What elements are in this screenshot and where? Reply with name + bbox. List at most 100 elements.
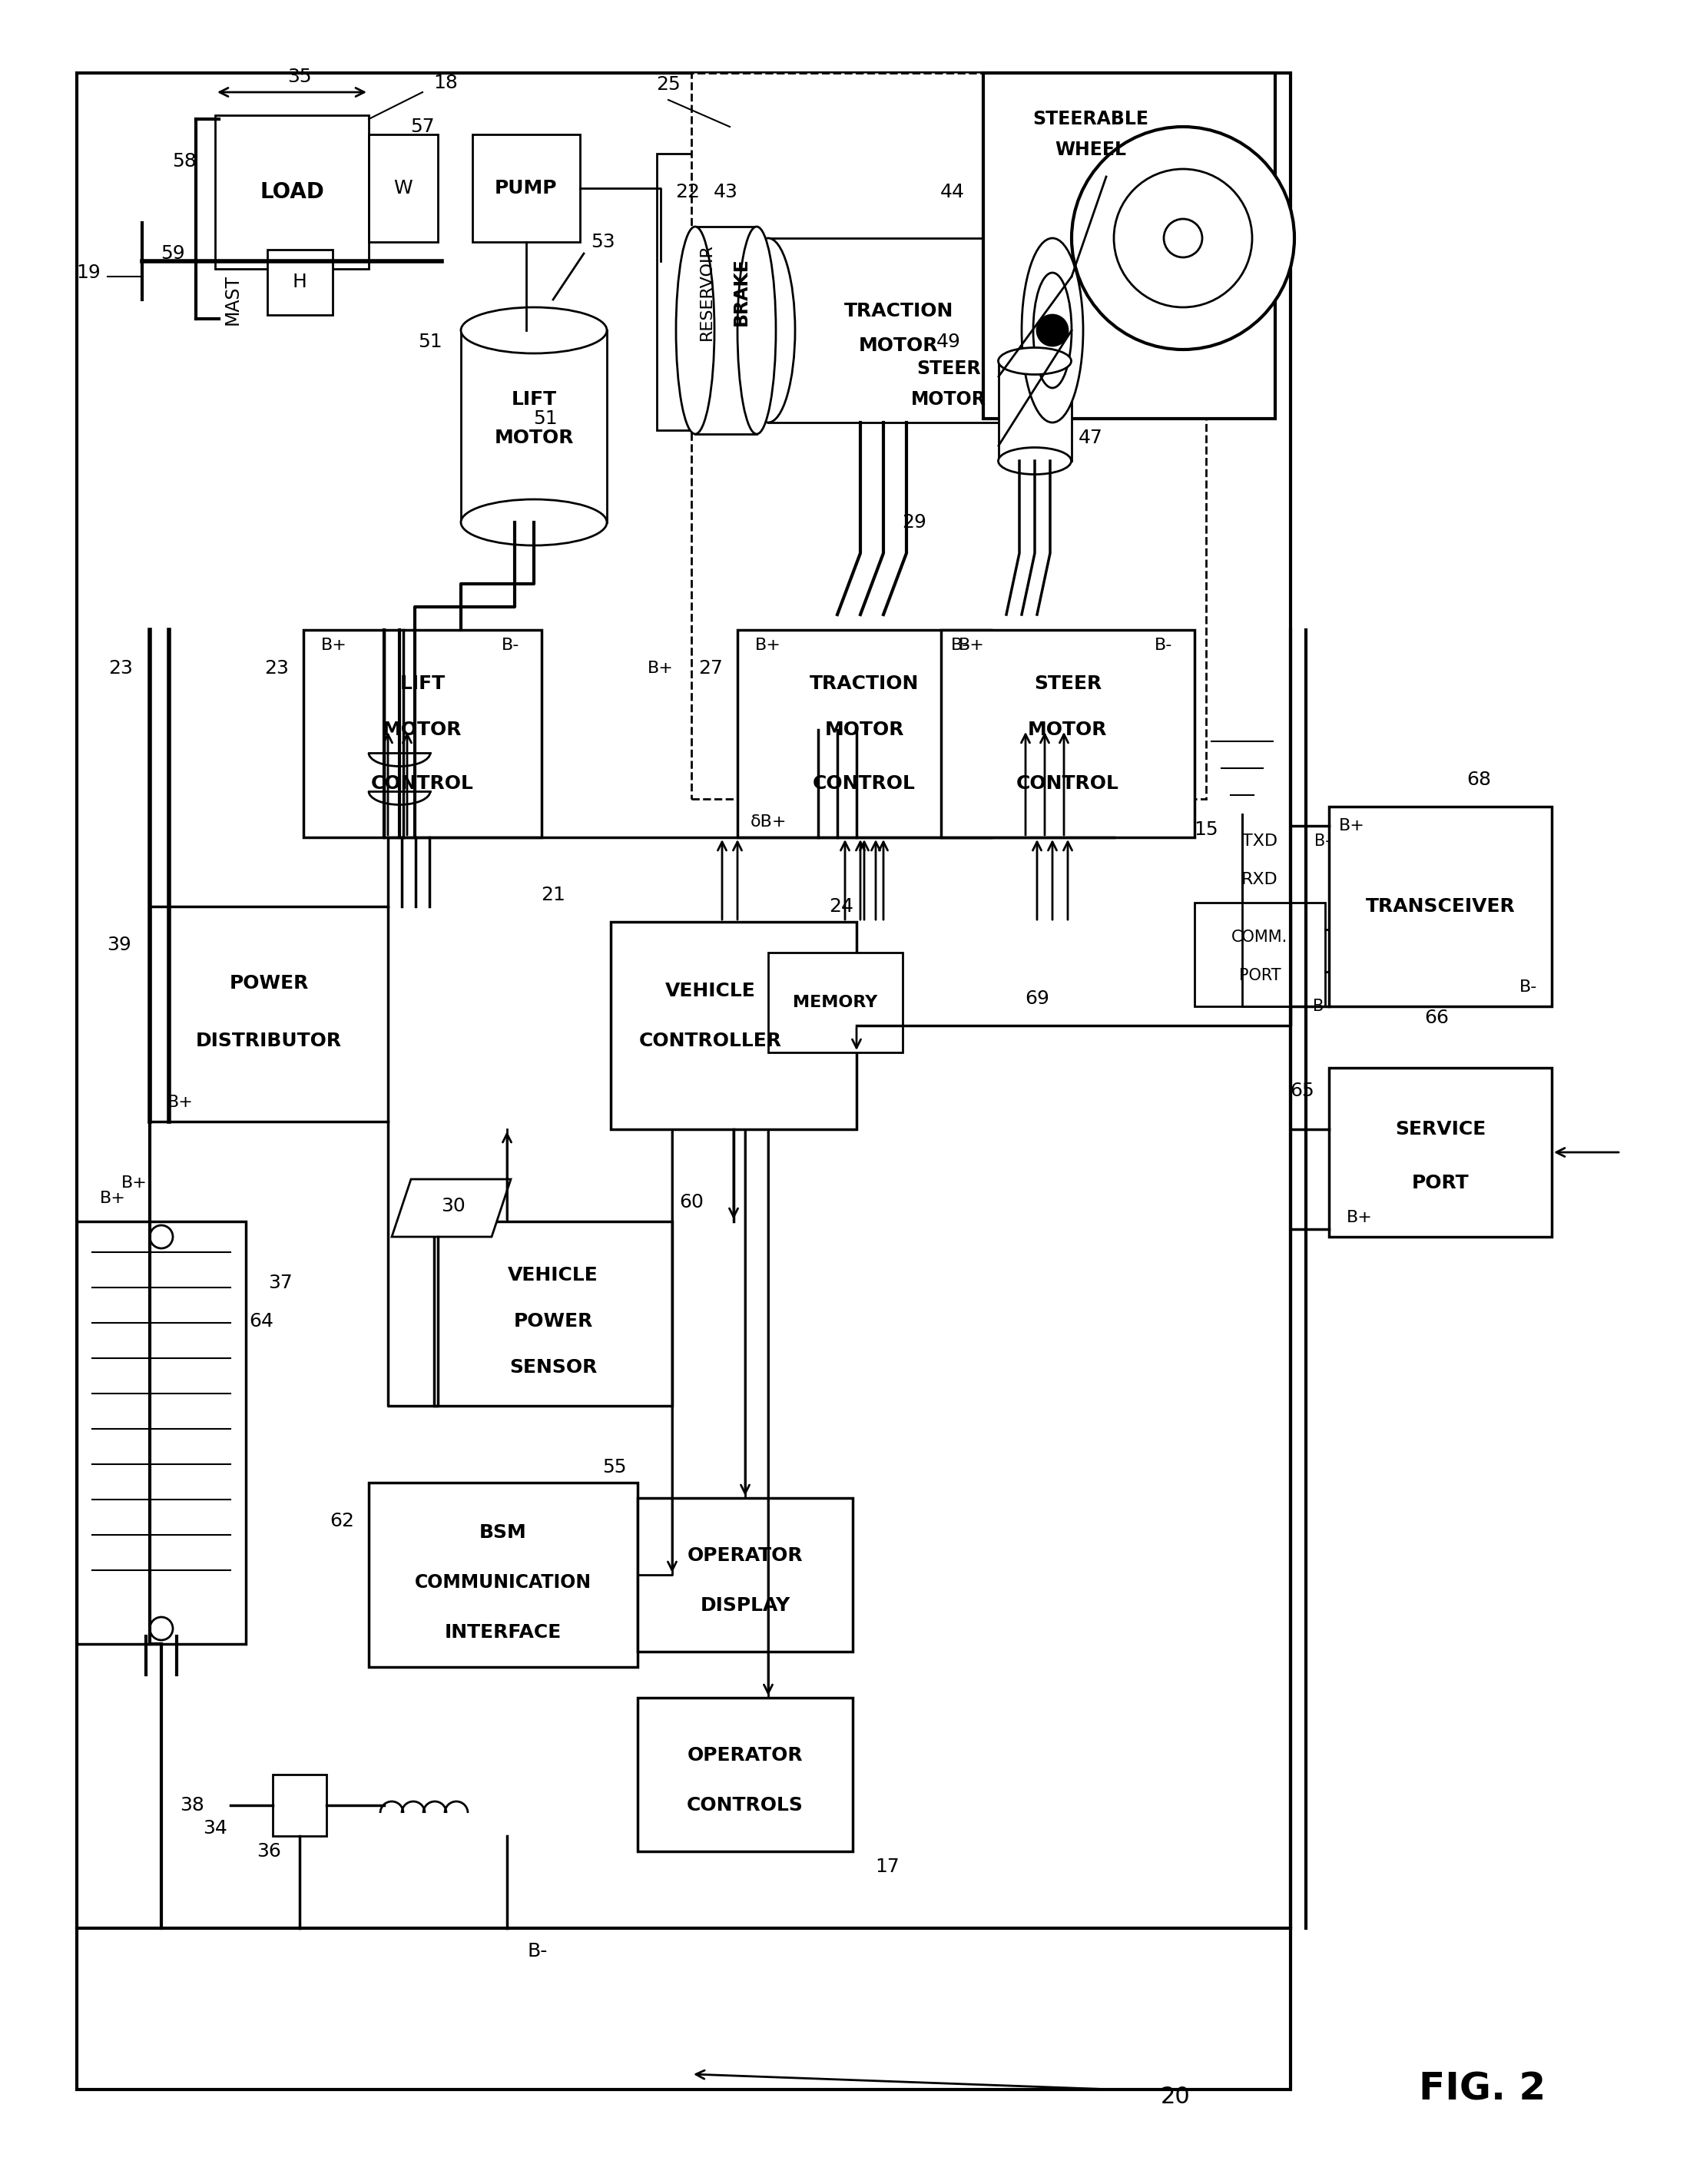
Bar — [769, 238, 1053, 422]
Text: MOTOR: MOTOR — [825, 721, 904, 738]
Text: 53: 53 — [592, 234, 615, 251]
Bar — [610, 922, 857, 1129]
Text: B-: B- — [1519, 978, 1538, 996]
Bar — [737, 629, 990, 836]
Bar — [461, 330, 607, 522]
Ellipse shape — [461, 308, 607, 354]
Text: CONTROLLER: CONTROLLER — [639, 1031, 782, 1051]
Text: PORT: PORT — [1239, 968, 1281, 983]
Circle shape — [150, 1225, 172, 1249]
Text: CONTROL: CONTROL — [813, 775, 916, 793]
Bar — [1195, 902, 1325, 1007]
Text: B-: B- — [1154, 638, 1173, 653]
Bar — [691, 72, 1207, 799]
Text: 39: 39 — [106, 935, 132, 954]
Circle shape — [1164, 218, 1202, 258]
Ellipse shape — [999, 448, 1071, 474]
Bar — [769, 952, 902, 1053]
Text: B-: B- — [502, 638, 521, 653]
Text: 15: 15 — [1193, 821, 1218, 839]
Text: 51: 51 — [534, 408, 558, 428]
Text: LIFT: LIFT — [510, 391, 556, 408]
Bar — [150, 906, 389, 1123]
Text: B+: B+ — [1347, 1210, 1372, 1225]
Text: CONTROLS: CONTROLS — [686, 1795, 803, 1815]
Text: STEER: STEER — [916, 360, 980, 378]
Text: 36: 36 — [257, 1841, 281, 1861]
Ellipse shape — [1033, 273, 1071, 389]
Text: CONTROL: CONTROL — [372, 775, 473, 793]
Text: 43: 43 — [713, 183, 739, 201]
Text: B+: B+ — [167, 1094, 194, 1109]
Text: B-: B- — [1315, 834, 1332, 850]
Text: B+: B+ — [755, 638, 781, 653]
Text: H: H — [292, 273, 308, 290]
Text: MOTOR: MOTOR — [493, 428, 573, 448]
Text: 49: 49 — [936, 332, 962, 352]
Text: CONTROL: CONTROL — [1016, 775, 1119, 793]
Text: 29: 29 — [902, 513, 926, 531]
Text: LIFT: LIFT — [401, 675, 444, 692]
Text: POWER: POWER — [230, 974, 309, 992]
Text: MEMORY: MEMORY — [793, 996, 877, 1011]
Text: B+: B+ — [100, 1190, 127, 1206]
Text: DISTRIBUTOR: DISTRIBUTOR — [196, 1031, 341, 1051]
Circle shape — [150, 1616, 172, 1640]
Text: SENSOR: SENSOR — [509, 1358, 597, 1376]
Text: 59: 59 — [161, 245, 184, 262]
Text: WHEEL: WHEEL — [1055, 140, 1127, 159]
Text: TRACTION: TRACTION — [843, 301, 953, 321]
Text: 19: 19 — [76, 264, 100, 282]
Ellipse shape — [1022, 238, 1083, 422]
Text: COMMUNICATION: COMMUNICATION — [414, 1572, 592, 1592]
Text: MAST: MAST — [223, 275, 242, 325]
Text: POWER: POWER — [514, 1313, 593, 1330]
Bar — [657, 153, 757, 430]
Bar — [695, 227, 757, 435]
Bar — [1328, 806, 1551, 1007]
Text: B+: B+ — [122, 1175, 147, 1190]
Ellipse shape — [999, 347, 1071, 373]
Text: COMM.: COMM. — [1232, 930, 1288, 946]
Text: PORT: PORT — [1411, 1173, 1469, 1192]
Text: STEER: STEER — [1034, 675, 1102, 692]
Circle shape — [1071, 127, 1295, 349]
Bar — [637, 1498, 853, 1651]
Bar — [215, 116, 368, 269]
Circle shape — [1114, 168, 1252, 308]
Text: 23: 23 — [264, 660, 289, 677]
Text: 24: 24 — [828, 898, 853, 915]
Text: 57: 57 — [411, 118, 434, 135]
Bar — [999, 360, 1071, 461]
Bar — [272, 1776, 326, 1837]
Text: B-: B- — [1313, 998, 1330, 1013]
Text: 65: 65 — [1289, 1081, 1315, 1101]
Text: B+: B+ — [1338, 819, 1366, 834]
Text: INTERFACE: INTERFACE — [444, 1623, 561, 1642]
Bar — [473, 135, 580, 242]
Text: OPERATOR: OPERATOR — [688, 1747, 803, 1765]
Text: 47: 47 — [1078, 428, 1104, 448]
Circle shape — [1038, 314, 1068, 345]
Bar — [76, 1221, 245, 1645]
Text: RESERVOIR: RESERVOIR — [700, 245, 715, 341]
Bar — [76, 72, 1291, 2090]
Text: 20: 20 — [1161, 2086, 1190, 2108]
Text: 21: 21 — [541, 887, 566, 904]
Text: SERVICE: SERVICE — [1394, 1120, 1486, 1138]
Text: 23: 23 — [108, 660, 134, 677]
Text: 30: 30 — [441, 1197, 465, 1214]
Text: RXD: RXD — [1242, 871, 1278, 887]
Text: 37: 37 — [269, 1273, 292, 1293]
Polygon shape — [392, 1179, 510, 1236]
Text: LOAD: LOAD — [260, 181, 324, 203]
Text: TRACTION: TRACTION — [810, 675, 919, 692]
Text: TXD: TXD — [1242, 834, 1278, 850]
Text: 60: 60 — [679, 1192, 703, 1212]
Text: 58: 58 — [172, 153, 196, 170]
Text: VEHICLE: VEHICLE — [509, 1267, 598, 1284]
Bar — [637, 1697, 853, 1852]
Text: B+: B+ — [321, 638, 346, 653]
Bar — [368, 135, 438, 242]
Bar — [1328, 1068, 1551, 1236]
